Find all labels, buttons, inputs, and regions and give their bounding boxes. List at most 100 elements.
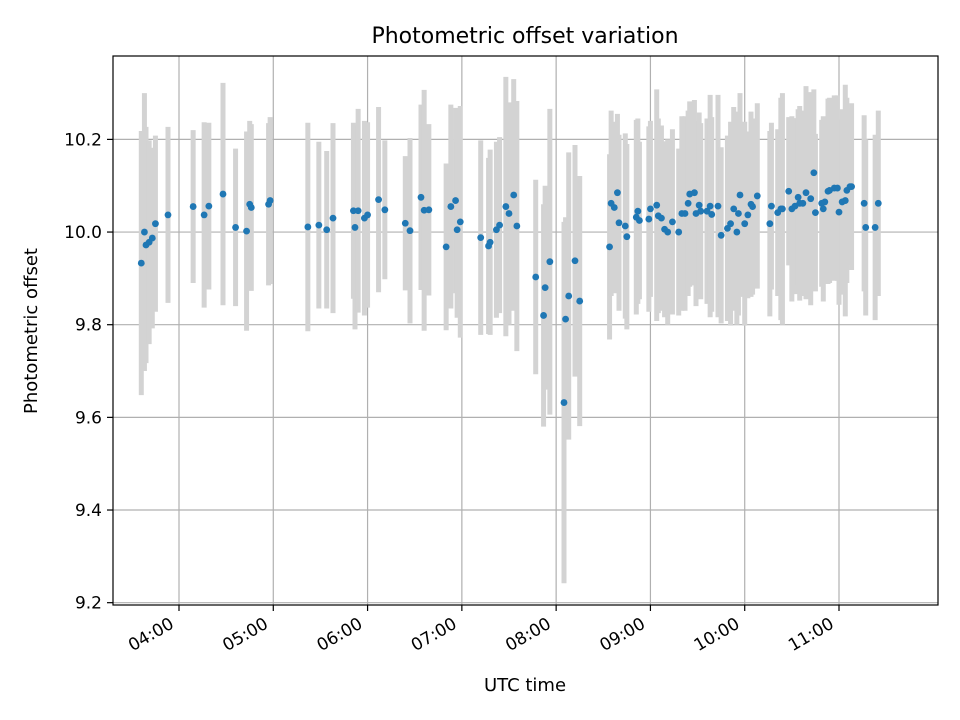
data-point — [247, 204, 255, 211]
data-point — [137, 259, 145, 267]
data-point — [532, 273, 540, 281]
data-point — [571, 257, 579, 265]
data-point — [401, 219, 409, 227]
data-point — [708, 211, 716, 218]
data-point — [736, 191, 744, 199]
error-bars — [138, 76, 881, 584]
data-point — [510, 191, 518, 199]
y-tick-label: 10.0 — [64, 223, 102, 243]
data-point — [417, 193, 425, 201]
y-axis-label: Photometric offset — [21, 248, 42, 414]
data-point — [681, 210, 689, 217]
data-point — [785, 187, 793, 195]
data-point — [560, 399, 568, 406]
data-point — [351, 224, 359, 231]
data-point — [456, 218, 464, 226]
y-axis-ticks: 9.2 9.4 9.6 9.8 10.0 10.2 — [64, 130, 113, 614]
x-tick-label: 10:00 — [691, 614, 743, 656]
data-point — [669, 218, 676, 226]
data-point — [623, 233, 631, 241]
data-point — [819, 205, 827, 213]
data-point — [266, 197, 274, 204]
data-point — [141, 228, 148, 236]
plot-frame — [112, 55, 939, 606]
data-point — [695, 201, 703, 209]
data-point — [375, 196, 382, 204]
data-point — [810, 169, 818, 177]
data-point — [243, 227, 250, 235]
data-point — [779, 205, 786, 213]
y-tick-label: 10.2 — [64, 130, 102, 150]
data-point — [565, 292, 573, 300]
data-point — [315, 221, 323, 229]
data-point — [621, 222, 629, 230]
data-point — [610, 204, 618, 211]
data-point — [835, 208, 843, 216]
data-point — [406, 227, 414, 235]
data-point — [874, 199, 882, 207]
data-point — [477, 234, 485, 242]
data-point — [164, 211, 172, 219]
data-point — [812, 209, 819, 216]
y-tick-label: 9.2 — [75, 594, 102, 614]
data-point — [205, 202, 213, 210]
data-point — [148, 234, 156, 242]
data-point — [546, 258, 554, 266]
data-point — [697, 207, 705, 215]
data-point — [860, 199, 868, 207]
data-point — [505, 210, 513, 217]
data-point — [636, 217, 643, 224]
data-point — [513, 222, 521, 230]
data-point — [364, 211, 371, 219]
data-point — [219, 190, 227, 198]
chart-title: Photometric offset variation — [371, 24, 678, 49]
data-point — [540, 312, 547, 319]
data-point — [634, 207, 642, 215]
data-point — [452, 197, 459, 204]
data-point — [615, 219, 623, 227]
data-point — [354, 207, 362, 215]
data-point — [848, 183, 855, 191]
data-point — [442, 243, 450, 251]
data-point — [323, 226, 331, 234]
data-points — [137, 169, 882, 406]
data-point — [496, 221, 503, 229]
data-point — [766, 220, 774, 228]
data-point — [714, 202, 722, 210]
data-point — [821, 198, 829, 206]
data-point — [453, 226, 461, 234]
data-point — [807, 195, 815, 203]
y-tick-label: 9.6 — [75, 408, 102, 428]
data-point — [799, 199, 807, 207]
data-point — [614, 189, 621, 197]
y-tick-label: 9.4 — [75, 501, 102, 521]
data-point — [447, 203, 455, 210]
data-point — [675, 228, 683, 236]
data-point — [802, 189, 810, 197]
y-tick-label: 9.8 — [75, 316, 102, 336]
data-point — [684, 199, 692, 207]
data-point — [741, 220, 749, 228]
x-tick-label: 11:00 — [785, 614, 837, 656]
data-point — [794, 193, 802, 201]
data-point — [576, 297, 584, 305]
data-point — [606, 243, 613, 251]
data-point — [727, 220, 734, 228]
x-tick-label: 07:00 — [408, 614, 460, 656]
data-point — [658, 214, 665, 222]
data-point — [304, 223, 312, 231]
data-point — [753, 192, 761, 200]
data-point — [350, 207, 357, 215]
data-point — [232, 224, 239, 231]
data-point — [502, 203, 510, 210]
data-point — [200, 211, 208, 219]
data-point — [841, 197, 849, 204]
data-point — [647, 205, 654, 213]
data-point — [733, 228, 741, 236]
data-point — [871, 224, 879, 231]
data-point — [189, 203, 197, 210]
x-tick-label: 04:00 — [125, 614, 177, 656]
x-tick-label: 09:00 — [596, 614, 648, 656]
data-point — [329, 214, 337, 222]
